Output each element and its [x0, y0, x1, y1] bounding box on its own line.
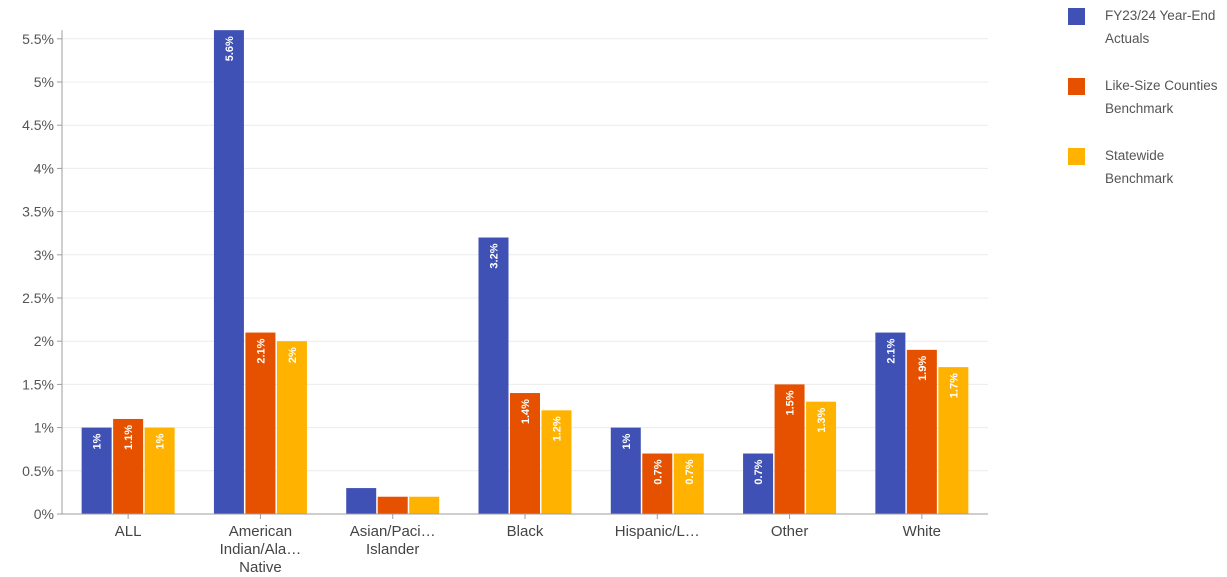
bar [346, 488, 377, 514]
data-label: 1.5% [785, 390, 797, 415]
data-label: 1.4% [520, 399, 532, 424]
y-tick-label: 4.5% [22, 117, 54, 133]
data-label: 0.7% [652, 459, 664, 484]
data-label: 1.2% [552, 416, 564, 441]
bar-chart: 0%0.5%1%1.5%2%2.5%3%3.5%4%4.5%5%5.5% 1% 1… [22, 30, 988, 576]
bar [113, 418, 144, 514]
bars: 1% 1.1% 1% 5.6% 2.1% 2% 3.2% 1.4% 1.2% 1% 0.7% 0.7%… [81, 30, 969, 514]
data-label: 0.7% [684, 459, 696, 484]
legend-swatch [1068, 8, 1085, 25]
y-tick-label: 5.5% [22, 31, 54, 47]
bar [806, 401, 837, 514]
data-label: 1.7% [948, 373, 960, 398]
bar [144, 427, 175, 514]
bar [276, 341, 307, 514]
data-label: 0.7% [753, 459, 765, 484]
legend-label-line: Like-Size Counties [1105, 78, 1218, 93]
bar [377, 496, 408, 514]
data-label: 1.9% [917, 356, 929, 381]
legend-swatch [1068, 148, 1085, 165]
data-label: 1% [155, 433, 167, 449]
bar [743, 453, 774, 514]
y-tick-label: 1% [34, 420, 54, 436]
legend-swatch [1068, 78, 1085, 95]
data-label: 1.1% [123, 425, 135, 450]
legend-label: FY23/24 Year-End Actuals [1105, 4, 1227, 50]
bar [409, 496, 440, 514]
x-tick-label: White [903, 523, 941, 540]
legend: FY23/24 Year-End Actuals Like-Size Countie… [1068, 4, 1227, 214]
bar [213, 30, 244, 514]
x-tick-label: American [229, 523, 292, 540]
x-tick-label: Asian/Paci… [350, 523, 436, 540]
legend-item: FY23/24 Year-End Actuals [1068, 4, 1227, 74]
data-label: 2% [287, 347, 299, 363]
data-label: 1% [621, 433, 633, 449]
bar [81, 427, 112, 514]
legend-label: Like-Size Counties Benchmark [1105, 74, 1227, 120]
bar [673, 453, 704, 514]
bar [642, 453, 673, 514]
y-tick-label: 0% [34, 506, 54, 522]
data-label: 2.1% [885, 338, 897, 363]
bar [245, 332, 276, 514]
legend-label-line: Actuals [1105, 31, 1150, 46]
x-tick-label: Black [507, 523, 544, 540]
legend-label-line: Benchmark [1105, 101, 1174, 116]
legend-label-line: Benchmark [1105, 171, 1174, 186]
data-label: 1% [92, 433, 104, 449]
x-tick-label: Hispanic/L… [615, 523, 700, 540]
y-tick-label: 4% [34, 160, 54, 176]
x-tick-label: Indian/Ala… [220, 541, 302, 558]
x-tick-label: Islander [366, 541, 419, 558]
data-label: 1.3% [816, 407, 828, 432]
bar [478, 237, 509, 514]
legend-label-line: FY23/24 Year-End [1105, 8, 1216, 23]
legend-label: Statewide Benchmark [1105, 144, 1227, 190]
data-label: 2.1% [255, 338, 267, 363]
y-axis: 0% 0.5% 1% 1.5% 2% 2.5% 3% 3.5% 4% 4.5% 5% 5.5% [22, 30, 63, 522]
data-label: 5.6% [224, 36, 236, 61]
bar [541, 410, 572, 514]
bar [774, 384, 805, 514]
x-tick-label: ALL [115, 523, 142, 540]
bar [938, 367, 969, 514]
bar [906, 349, 937, 514]
data-label: 3.2% [489, 243, 501, 268]
legend-label-line: Statewide [1105, 148, 1165, 163]
bar [510, 393, 540, 514]
y-tick-label: 2.5% [22, 290, 54, 306]
y-tick-label: 1.5% [22, 376, 54, 392]
bar [875, 332, 906, 514]
legend-item: Statewide Benchmark [1068, 144, 1227, 214]
y-tick-label: 3% [34, 247, 54, 263]
y-tick-label: 3.5% [22, 204, 54, 220]
x-tick-label: Other [771, 523, 809, 540]
y-tick-label: 2% [34, 333, 54, 349]
y-tick-label: 5% [34, 74, 54, 90]
bar [610, 427, 641, 514]
y-tick-label: 0.5% [22, 463, 54, 479]
x-tick-label: Native [239, 559, 282, 576]
legend-item: Like-Size Counties Benchmark [1068, 74, 1227, 144]
